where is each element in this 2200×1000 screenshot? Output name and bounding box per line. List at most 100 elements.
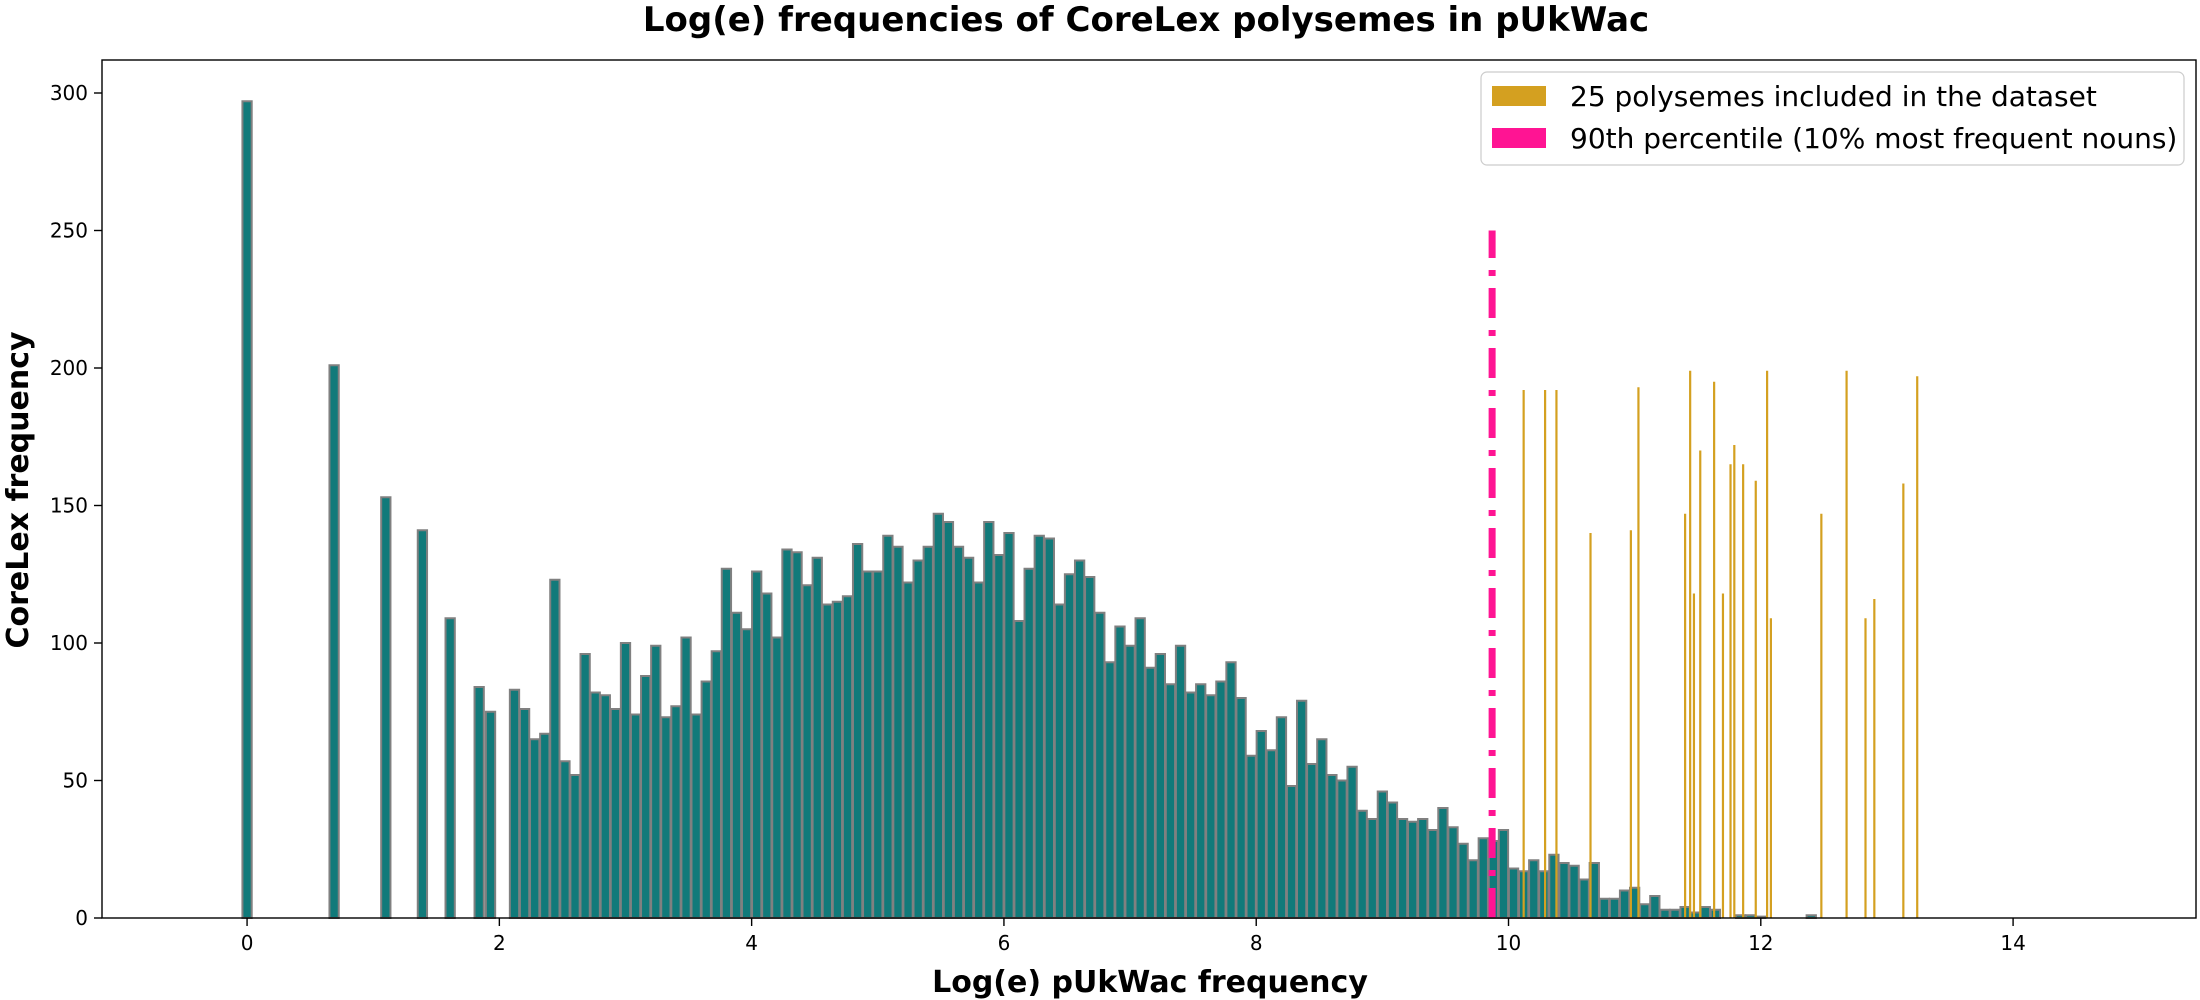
histogram-bar bbox=[1497, 829, 1510, 919]
y-axis-title: CoreLex frequency bbox=[1, 331, 36, 649]
histogram-bar bbox=[508, 688, 521, 919]
histogram-bar bbox=[1033, 534, 1045, 919]
histogram-bar bbox=[1336, 779, 1348, 919]
histogram-bar bbox=[1003, 532, 1015, 919]
histogram-bar bbox=[1699, 906, 1711, 919]
histogram-bar bbox=[1447, 826, 1459, 919]
histogram-bar bbox=[1467, 859, 1479, 919]
histogram-bar bbox=[1164, 683, 1177, 919]
y-tick-label: 200 bbox=[50, 356, 88, 380]
histogram-bar bbox=[1396, 818, 1409, 919]
histogram-bar bbox=[380, 496, 392, 919]
histogram-bar bbox=[761, 592, 773, 919]
histogram-bar bbox=[1295, 699, 1308, 919]
x-tick-label: 14 bbox=[2000, 931, 2025, 955]
legend-swatch-percentile bbox=[1492, 128, 1546, 148]
histogram-bar bbox=[872, 570, 884, 919]
histogram-bar bbox=[1124, 644, 1136, 919]
histogram-bar bbox=[952, 545, 965, 919]
histogram-bar bbox=[518, 708, 531, 919]
legend-label-percentile: 90th percentile (10% most frequent nouns… bbox=[1570, 122, 2177, 155]
histogram-bar bbox=[1417, 818, 1429, 919]
histogram-bar bbox=[1618, 889, 1631, 919]
histogram-bar bbox=[1245, 754, 1257, 919]
histogram-bar bbox=[473, 686, 485, 919]
histogram-bar bbox=[771, 636, 783, 919]
histogram-bar bbox=[1538, 870, 1550, 919]
histogram-bar bbox=[1114, 625, 1126, 919]
histogram-bar bbox=[1023, 567, 1035, 919]
histogram-bar bbox=[720, 567, 733, 919]
histogram-bar bbox=[241, 100, 253, 919]
histogram-bar bbox=[609, 708, 622, 919]
histogram-bar bbox=[599, 694, 611, 919]
histogram-bar bbox=[1608, 897, 1621, 919]
histogram-bar bbox=[1306, 763, 1318, 919]
histogram-bar bbox=[1346, 765, 1358, 919]
histogram-bar bbox=[811, 556, 823, 919]
histogram-bar bbox=[1316, 738, 1328, 919]
chart-title: Log(e) frequencies of CoreLex polysemes … bbox=[643, 0, 1649, 40]
histogram-bar bbox=[569, 774, 581, 919]
histogram-bar bbox=[416, 529, 429, 919]
histogram-bar bbox=[1265, 749, 1278, 919]
histogram-bar bbox=[1407, 820, 1419, 919]
histogram-bar bbox=[1174, 644, 1187, 919]
histogram-bar bbox=[1649, 895, 1661, 919]
histogram-bar bbox=[1639, 903, 1651, 919]
histogram-bar bbox=[993, 554, 1005, 919]
histogram-bar bbox=[1043, 537, 1055, 919]
x-tick-label: 6 bbox=[998, 931, 1011, 955]
y-tick-label: 50 bbox=[63, 769, 88, 793]
x-tick-label: 4 bbox=[745, 931, 758, 955]
x-tick-label: 12 bbox=[1748, 931, 1773, 955]
histogram-bar bbox=[892, 545, 904, 919]
histogram-bar bbox=[841, 595, 854, 919]
histogram-bar bbox=[751, 570, 763, 919]
histogram-bar bbox=[650, 644, 662, 919]
histogram-bar bbox=[801, 584, 813, 919]
histogram-bar bbox=[791, 551, 803, 919]
histogram-bar bbox=[902, 581, 914, 919]
histogram-bar bbox=[589, 691, 601, 919]
histogram-bar bbox=[821, 603, 833, 919]
histogram-bar bbox=[1558, 862, 1570, 919]
histogram-bar bbox=[1386, 801, 1399, 919]
histogram-bar bbox=[1104, 661, 1116, 919]
histogram-bar bbox=[1326, 774, 1338, 919]
histogram-bar bbox=[851, 543, 864, 919]
histogram-bar bbox=[484, 710, 497, 919]
x-tick-label: 10 bbox=[1496, 931, 1521, 955]
histogram-bar bbox=[781, 548, 793, 919]
histogram-bar bbox=[710, 650, 722, 919]
legend: 25 polysemes included in the dataset 90t… bbox=[1480, 71, 2185, 166]
histogram-bar bbox=[680, 636, 692, 919]
x-tick-label: 2 bbox=[493, 931, 506, 955]
histogram-bar bbox=[1063, 573, 1076, 919]
histogram-bar bbox=[1073, 559, 1086, 919]
histogram-bar bbox=[922, 545, 934, 919]
histogram-bar bbox=[831, 600, 844, 919]
plot-frame bbox=[101, 59, 2197, 919]
histogram-bar bbox=[1205, 694, 1217, 919]
histogram-bar bbox=[1084, 576, 1096, 919]
histogram-bar bbox=[1255, 730, 1267, 919]
histogram-bar bbox=[1184, 691, 1197, 919]
histogram-bar bbox=[1507, 867, 1520, 919]
histogram-bar bbox=[740, 628, 753, 919]
histogram-bar bbox=[983, 521, 995, 919]
histogram-bar bbox=[1285, 785, 1298, 919]
legend-label-polysemes: 25 polysemes included in the dataset bbox=[1570, 80, 2097, 113]
histogram-bar bbox=[1457, 842, 1469, 919]
histogram-bar bbox=[619, 642, 632, 919]
histogram-bar bbox=[973, 581, 985, 919]
histogram-bar bbox=[1053, 603, 1066, 919]
histogram-bar bbox=[529, 738, 541, 919]
histogram-bar bbox=[1689, 911, 1701, 919]
histogram-bar bbox=[1195, 683, 1207, 919]
y-tick-label: 0 bbox=[75, 906, 88, 930]
histogram-bar bbox=[932, 512, 944, 919]
y-tick-label: 100 bbox=[50, 631, 88, 655]
histogram-bar bbox=[1134, 617, 1146, 919]
